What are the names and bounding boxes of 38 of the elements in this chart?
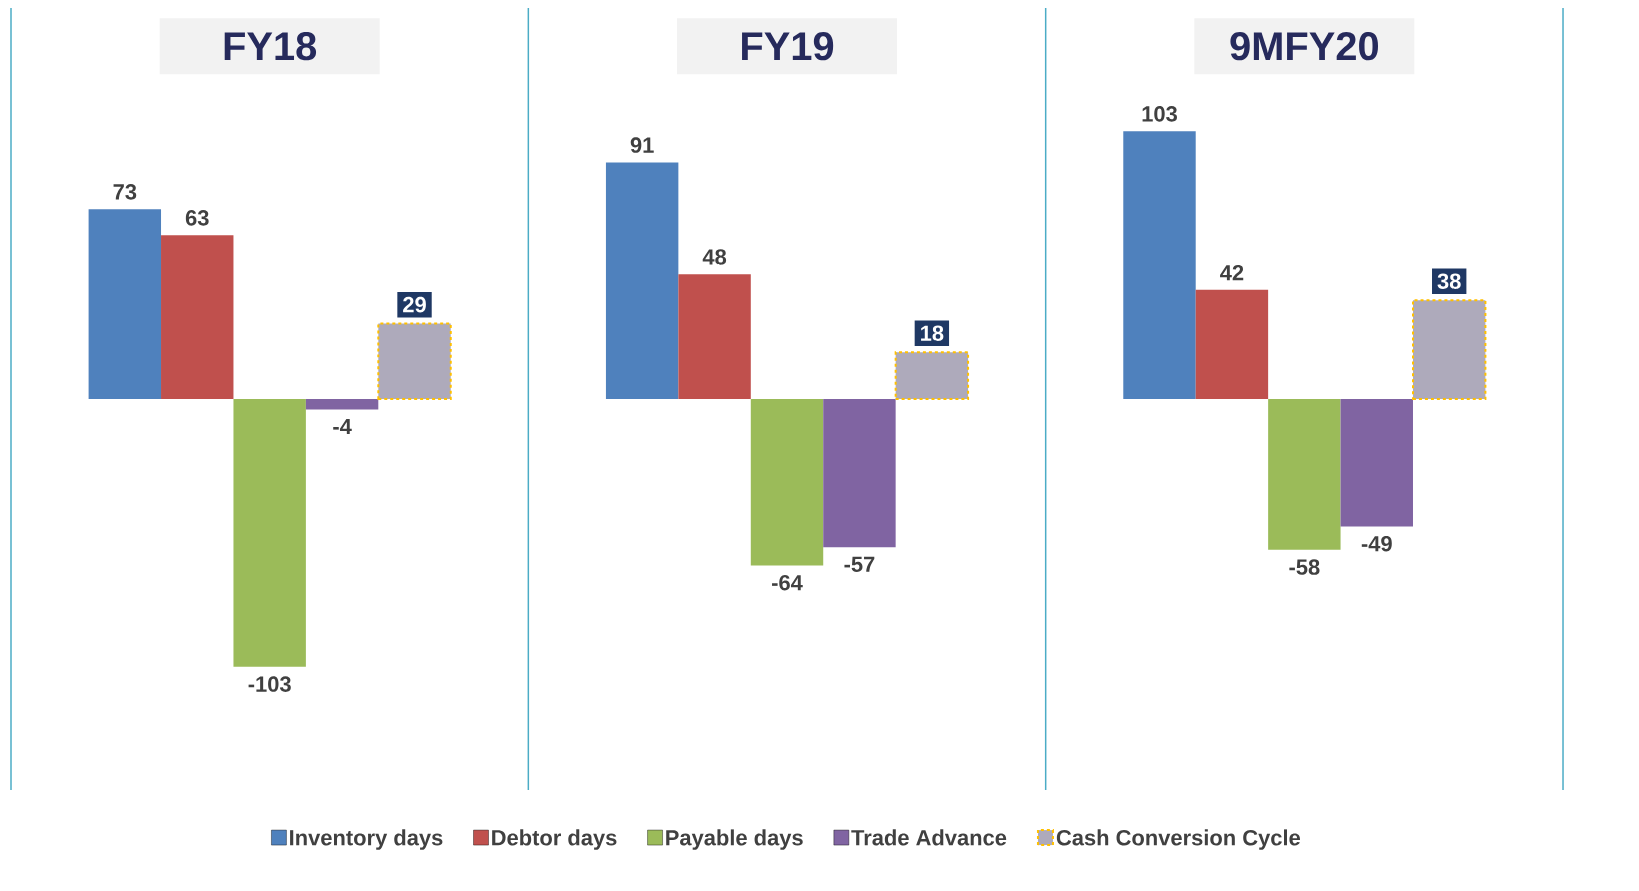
bar: [750, 399, 824, 566]
legend-label: Trade Advance: [851, 829, 1007, 846]
bar: [1411, 299, 1487, 400]
bar: [823, 399, 896, 548]
bar: [1340, 399, 1413, 527]
bar: [377, 322, 452, 400]
data-label: -58: [1289, 559, 1320, 575]
data-label: 73: [113, 184, 137, 200]
data-label: 91: [630, 137, 654, 153]
legend-label: Debtor days: [492, 829, 617, 850]
bar: [305, 399, 379, 410]
data-label: 18: [921, 325, 944, 341]
data-label: -64: [772, 574, 803, 591]
legend-label: Cash Conversion Cycle: [1056, 829, 1300, 850]
data-label: 29: [403, 296, 426, 313]
data-label: -57: [844, 556, 875, 573]
bar: [1123, 131, 1196, 399]
data-label: -103: [248, 676, 291, 692]
bar: [161, 235, 234, 399]
data-label: 103: [1142, 106, 1177, 122]
data-label: 38: [1437, 273, 1461, 289]
bar: [678, 274, 751, 399]
x-tick-label: 9MFY20: [1230, 32, 1379, 61]
data-label: 42: [1220, 264, 1244, 281]
bar: [1268, 399, 1341, 550]
data-label: 63: [185, 210, 209, 226]
x-tick-label: FY19: [742, 32, 834, 61]
legend-label: Inventory days: [290, 829, 443, 850]
bar: [1195, 289, 1269, 399]
bar: [88, 209, 162, 399]
data-label: 48: [702, 249, 727, 265]
bar: [233, 399, 306, 667]
x-tick-label: FY18: [224, 32, 317, 61]
bar: [894, 351, 970, 400]
data-label: -49: [1361, 535, 1392, 552]
bar: [605, 162, 679, 399]
legend-label: Payable days: [666, 829, 803, 850]
data-label: -4: [333, 418, 352, 434]
